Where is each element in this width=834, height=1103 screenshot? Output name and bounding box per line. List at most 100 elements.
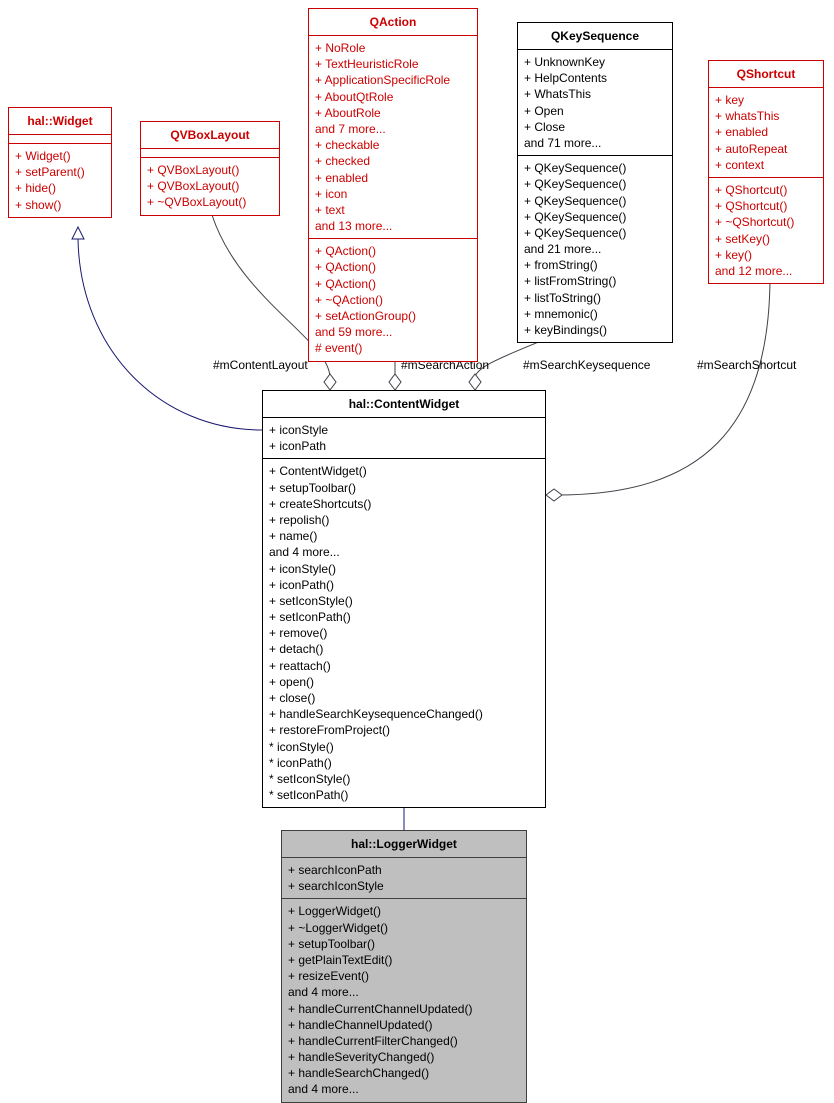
label-msearchkeysequence: #mSearchKeysequence [523,358,650,372]
member-line: + Widget() [15,148,105,164]
member-line: * iconStyle() [269,739,539,755]
member-line: and 21 more... [524,241,666,257]
class-title[interactable]: hal::LoggerWidget [282,831,526,858]
member-line: + reattach() [269,658,539,674]
member-line: + iconStyle() [269,561,539,577]
member-line: and 13 more... [315,218,471,234]
member-line: * setIconPath() [269,787,539,803]
member-line: + QKeySequence() [524,225,666,241]
class-section: + QShortcut()+ QShortcut()+ ~QShortcut()… [709,178,823,283]
member-line: + ~QShortcut() [715,214,817,230]
diamond-msearchshortcut [546,489,562,501]
member-line: + mnemonic() [524,306,666,322]
class-section: + searchIconPath+ searchIconStyle [282,858,526,899]
label-mcontentlayout: #mContentLayout [213,358,308,372]
member-line: + createShortcuts() [269,496,539,512]
class-title[interactable]: hal::ContentWidget [263,391,545,418]
member-line: + LoggerWidget() [288,903,520,919]
member-line: + close() [269,690,539,706]
class-section [141,149,279,158]
class-qvboxlayout[interactable]: QVBoxLayout + QVBoxLayout()+ QVBoxLayout(… [140,121,280,216]
member-line: and 4 more... [288,1081,520,1097]
diamond-msearchkeysequence [469,374,481,390]
member-line: + ~LoggerWidget() [288,920,520,936]
class-section: + ContentWidget()+ setupToolbar()+ creat… [263,459,545,807]
member-line: and 59 more... [315,324,471,340]
member-line: + icon [315,186,471,202]
member-line: + hide() [15,180,105,196]
member-line: + restoreFromProject() [269,722,539,738]
member-line: + iconPath [269,438,539,454]
member-line: + searchIconStyle [288,878,520,894]
member-line: + checkable [315,137,471,153]
class-title[interactable]: QAction [309,9,477,36]
class-section: + LoggerWidget()+ ~LoggerWidget()+ setup… [282,899,526,1101]
class-section: + QAction()+ QAction()+ QAction()+ ~QAct… [309,239,477,360]
member-line: + setupToolbar() [269,480,539,496]
class-section: + key+ whatsThis+ enabled+ autoRepeat+ c… [709,88,823,178]
member-line: and 12 more... [715,263,817,279]
member-line: + getPlainTextEdit() [288,952,520,968]
member-line: + QShortcut() [715,198,817,214]
member-line: + iconPath() [269,577,539,593]
member-line: + NoRole [315,40,471,56]
edge-inherit-widget [78,239,262,430]
class-hal-contentwidget[interactable]: hal::ContentWidget+ iconStyle+ iconPath+… [262,390,546,808]
member-line: + ContentWidget() [269,463,539,479]
class-qkeysequence[interactable]: QKeySequence+ UnknownKey+ HelpContents+ … [517,22,673,343]
class-section: + iconStyle+ iconPath [263,418,545,459]
member-line: + QAction() [315,276,471,292]
class-section [9,135,111,144]
class-title[interactable]: QVBoxLayout [141,122,279,149]
member-line: + iconStyle [269,422,539,438]
arrow-inherit-widget [72,227,84,239]
member-line: + enabled [715,124,817,140]
member-line: + QKeySequence() [524,193,666,209]
member-line: + AboutQtRole [315,89,471,105]
member-line: + setIconPath() [269,609,539,625]
member-line: + name() [269,528,539,544]
member-line: + QKeySequence() [524,176,666,192]
member-line: + QAction() [315,259,471,275]
member-line: + repolish() [269,512,539,528]
member-line: + setupToolbar() [288,936,520,952]
member-line: + QKeySequence() [524,209,666,225]
class-hal-loggerwidget[interactable]: hal::LoggerWidget+ searchIconPath+ searc… [281,830,527,1103]
member-line: + QKeySequence() [524,160,666,176]
class-qaction[interactable]: QAction+ NoRole+ TextHeuristicRole+ Appl… [308,8,478,362]
member-line: + enabled [315,170,471,186]
diamond-mcontentlayout [324,374,336,390]
member-line: + handleSearchKeysequenceChanged() [269,706,539,722]
class-hal-widget[interactable]: hal::Widget+ Widget()+ setParent()+ hide… [8,107,112,218]
member-line: + key() [715,247,817,263]
member-line: + ~QVBoxLayout() [147,194,273,210]
member-line: + setKey() [715,231,817,247]
member-line: + handleChannelUpdated() [288,1017,520,1033]
member-line: * iconPath() [269,755,539,771]
member-line: + setActionGroup() [315,308,471,324]
member-line: + QAction() [315,243,471,259]
member-line: + detach() [269,641,539,657]
member-line: + key [715,92,817,108]
member-line: + context [715,157,817,173]
member-line: + setIconStyle() [269,593,539,609]
member-line: + show() [15,197,105,213]
member-line: + QVBoxLayout() [147,178,273,194]
member-line: + Close [524,119,666,135]
member-line: * setIconStyle() [269,771,539,787]
member-line: + QShortcut() [715,182,817,198]
member-line: + TextHeuristicRole [315,56,471,72]
class-title[interactable]: QKeySequence [518,23,672,50]
member-line: # event() [315,340,471,356]
member-line: + handleCurrentChannelUpdated() [288,1001,520,1017]
class-title[interactable]: QShortcut [709,61,823,88]
member-line: + remove() [269,625,539,641]
member-line: and 4 more... [288,984,520,1000]
class-section: + QVBoxLayout()+ QVBoxLayout()+ ~QVBoxLa… [141,158,279,215]
class-section: + Widget()+ setParent()+ hide()+ show() [9,144,111,217]
member-line: + ~QAction() [315,292,471,308]
member-line: + HelpContents [524,70,666,86]
class-qshortcut[interactable]: QShortcut+ key+ whatsThis+ enabled+ auto… [708,60,824,284]
class-title[interactable]: hal::Widget [9,108,111,135]
diamond-msearchaction [389,374,401,390]
